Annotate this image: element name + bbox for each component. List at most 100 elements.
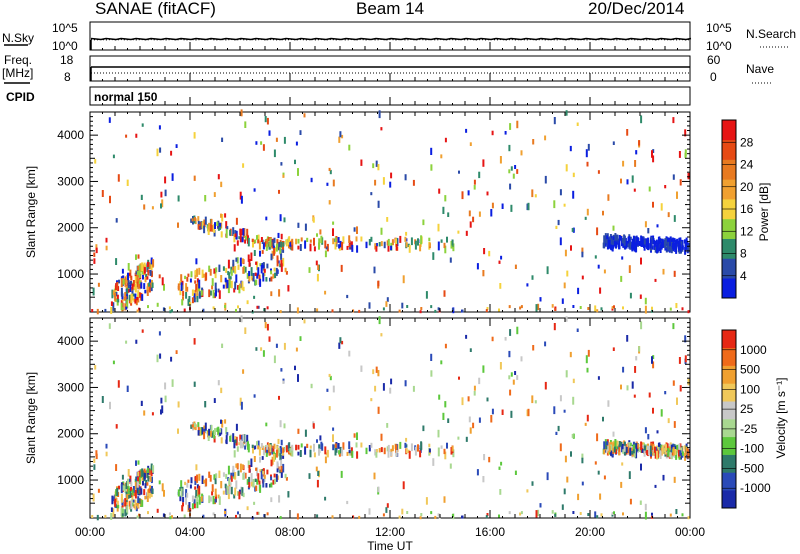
velocity-echo-point	[430, 370, 433, 377]
velocity-echo-point	[137, 477, 140, 483]
velocity-echo-point	[316, 514, 319, 518]
power-echo-point	[273, 237, 276, 243]
velocity-echo-point	[380, 333, 383, 337]
velocity-echo-point	[144, 483, 147, 489]
power-echo-point	[260, 237, 263, 242]
power-echo-point	[193, 293, 196, 298]
velocity-echo-point	[194, 486, 197, 490]
velocity-echo-point	[313, 443, 315, 452]
power-echo-point	[141, 294, 144, 301]
velocity-echo-point	[683, 445, 686, 450]
power-echo-point	[679, 244, 682, 250]
velocity-echo-point	[227, 465, 230, 475]
power-echo-point	[640, 235, 643, 245]
power-echo-point	[356, 245, 359, 253]
velocity-echo-point	[139, 469, 142, 479]
velocity-echo-point	[148, 469, 151, 476]
freq-label: Freq.	[4, 53, 32, 67]
velocity-echo-point	[235, 423, 238, 431]
velocity-echo-point	[673, 421, 676, 428]
power-echo-point	[646, 239, 649, 244]
velocity-echo-point	[649, 445, 652, 455]
velocity-echo-point	[420, 513, 423, 516]
velocity-echo-point	[514, 371, 517, 375]
power-echo-point	[225, 229, 228, 239]
power-echo-point	[520, 150, 523, 156]
velocity-echo-point	[283, 342, 286, 350]
velocity-echo-point	[662, 474, 665, 481]
velocity-echo-point	[654, 452, 657, 459]
velocity-echo-point	[122, 485, 125, 491]
power-echo-point	[346, 294, 349, 299]
velocity-echo-point	[404, 442, 407, 448]
date-title: 20/Dec/2014	[588, 0, 684, 18]
velocity-echo-point	[620, 481, 623, 488]
velocity-echo-point	[183, 514, 186, 518]
power-echo-point	[325, 246, 328, 250]
power-echo-point	[635, 237, 638, 247]
velocity-echo-point	[620, 384, 622, 390]
power-echo-point	[356, 226, 358, 234]
power-echo-point	[247, 237, 250, 247]
power-echo-point	[596, 309, 599, 313]
power-echo-point	[256, 235, 258, 240]
power-echo-point	[221, 137, 224, 142]
power-echo-point	[679, 179, 682, 186]
power-echo-point	[239, 191, 242, 200]
power-echo-point	[241, 281, 244, 290]
power-echo-point	[526, 283, 529, 287]
velocity-echo-point	[235, 514, 237, 518]
velocity-echo-point	[579, 512, 582, 515]
x-tick-label: 00:00	[75, 525, 105, 539]
velocity-echo-point	[203, 425, 206, 429]
time-axis-label: Time UT	[367, 539, 413, 553]
velocity-echo-point	[215, 494, 217, 502]
power-echo-point	[509, 183, 512, 190]
velocity-echo-point	[146, 482, 149, 486]
power-echo-point	[669, 236, 672, 245]
colorbar-segment	[722, 490, 736, 509]
power-echo-point	[348, 144, 351, 151]
velocity-echo-point	[270, 482, 273, 488]
power-echo-point	[643, 239, 646, 245]
velocity-echo-point	[204, 401, 207, 408]
power-echo-point	[204, 195, 207, 202]
velocity-echo-point	[191, 424, 194, 428]
velocity-echo-point	[532, 345, 535, 351]
velocity-echo-point	[227, 492, 230, 500]
velocity-echo-point	[520, 511, 523, 515]
velocity-echo-point	[105, 451, 108, 457]
velocity-echo-point	[204, 422, 207, 431]
power-echo-point	[150, 262, 153, 270]
velocity-echo-point	[143, 410, 146, 416]
velocity-echo-point	[211, 491, 214, 496]
power-echo-point	[160, 191, 163, 198]
velocity-echo-point	[501, 409, 504, 415]
power-echo-point	[279, 214, 282, 222]
nsearch-label: N.Search	[746, 27, 796, 41]
power-echo-point	[572, 190, 575, 199]
power-echo-point	[278, 242, 281, 251]
power-echo-point	[280, 241, 283, 248]
power-echo-point	[313, 237, 315, 246]
velocity-echo-point	[675, 451, 678, 460]
velocity-echo-point	[177, 428, 179, 434]
colorbar-segment	[722, 330, 736, 349]
power-echo-point	[508, 169, 511, 174]
power-echo-point	[104, 308, 107, 312]
velocity-echo-point	[203, 431, 206, 440]
colorbar-segment	[722, 419, 736, 438]
power-echo-point	[428, 237, 431, 242]
velocity-echo-point	[194, 423, 196, 427]
power-echo-point	[334, 242, 337, 250]
power-echo-point	[446, 236, 448, 243]
velocity-echo-point	[168, 512, 171, 516]
velocity-echo-point	[348, 441, 351, 450]
power-echo-point	[318, 242, 320, 250]
velocity-echo-point	[235, 463, 238, 468]
velocity-echo-point	[127, 469, 130, 477]
velocity-echo-point	[128, 500, 131, 507]
colorbar-tick-label: 28	[740, 135, 754, 149]
power-echo-point	[581, 251, 584, 258]
power-echo-point	[531, 275, 534, 280]
